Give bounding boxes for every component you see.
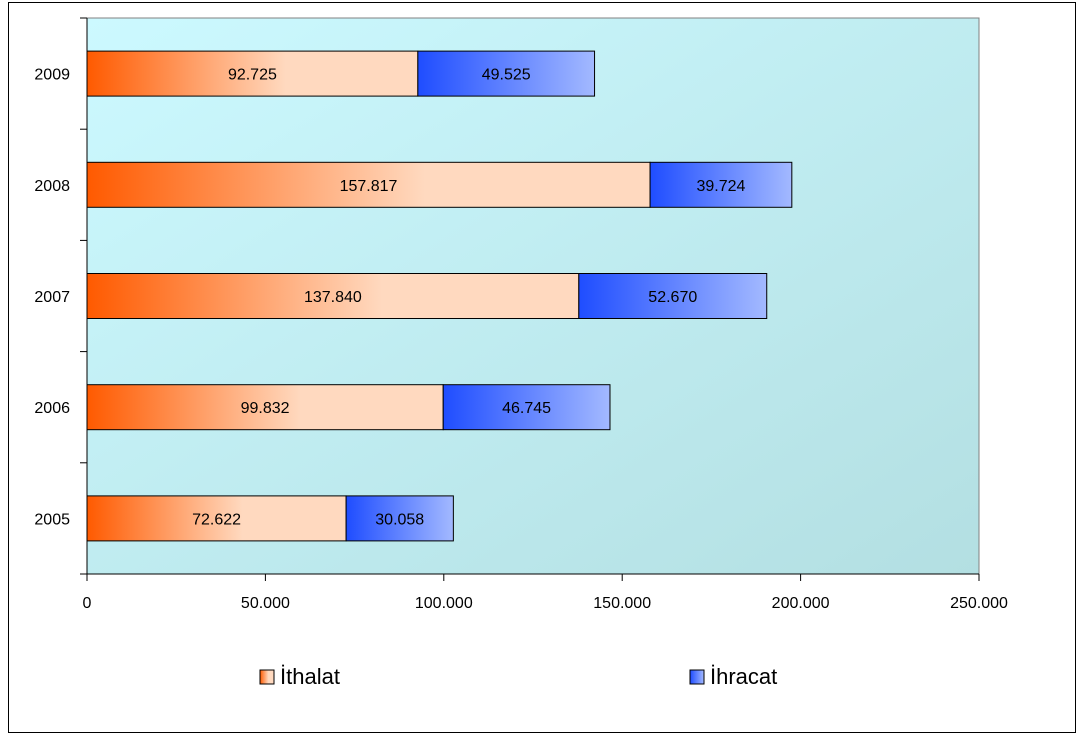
data-label: 52.670 — [648, 289, 697, 306]
bar-ihracat-2008 — [649, 161, 793, 208]
data-label: 30.058 — [375, 511, 424, 528]
data-label: 49.525 — [482, 67, 531, 84]
data-label: 72.622 — [192, 511, 241, 528]
bar-ithalat-2005 — [86, 495, 347, 542]
bar-ihracat-2006 — [442, 384, 611, 431]
x-tick-label: 0 — [83, 595, 92, 612]
x-tick-label: 150.000 — [593, 595, 651, 612]
bar-ithalat-2006 — [86, 384, 444, 431]
x-tick-label: 50.000 — [241, 595, 290, 612]
bar-ithalat-2007 — [86, 273, 580, 319]
legend-swatch-ihracat — [689, 669, 705, 685]
y-tick-label: 2009 — [34, 67, 70, 84]
y-tick-label: 2007 — [34, 289, 70, 306]
y-tick-label: 2006 — [34, 400, 70, 417]
legend-swatch-ithalat — [259, 669, 275, 685]
bar-ihracat-2009 — [417, 50, 596, 97]
bar-ihracat-2005 — [345, 495, 454, 542]
data-label: 46.745 — [502, 400, 551, 417]
data-label: 137.840 — [304, 289, 362, 306]
x-tick-label: 100.000 — [415, 595, 473, 612]
x-tick-label: 250.000 — [950, 595, 1008, 612]
data-label: 39.724 — [696, 178, 745, 195]
bar-ihracat-2007 — [578, 273, 768, 319]
y-tick-label: 2005 — [34, 511, 70, 528]
data-label: 92.725 — [228, 67, 277, 84]
data-label: 157.817 — [340, 178, 398, 195]
y-tick-label: 2008 — [34, 178, 70, 195]
data-label: 99.832 — [241, 400, 290, 417]
legend-label-ithalat: İthalat — [280, 664, 340, 689]
legend-label-ihracat: İhracat — [710, 664, 777, 689]
x-tick-label: 200.000 — [772, 595, 830, 612]
